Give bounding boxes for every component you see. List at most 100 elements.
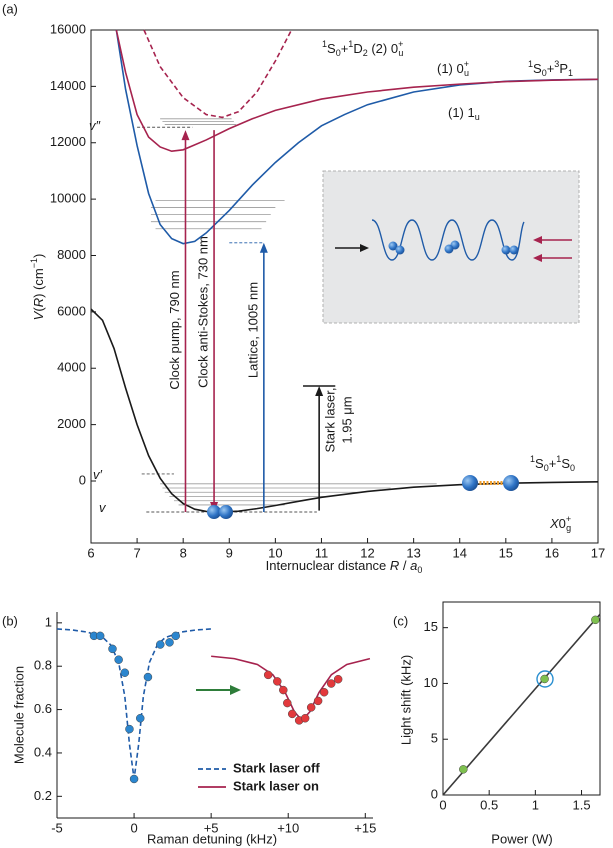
x-axis-title: Internuclear distance R / a0 [266,558,423,575]
x-tick-label: 15 [499,545,513,560]
data-point [171,631,180,641]
text-part: 0 [544,463,549,473]
x-tick-label: 10 [268,545,282,560]
curve [143,29,293,119]
text-part: 0 [570,463,575,473]
text-part: D [353,41,362,56]
text-part: S [533,61,542,76]
text-part: g [566,523,571,533]
text-part: + [547,61,555,76]
y-tick-label: 10000 [50,191,86,206]
atom [501,245,511,255]
data-point [129,774,139,784]
atom [207,505,221,519]
text-part: 1 [530,454,535,464]
text-part: + [566,514,571,524]
data-point [135,714,145,723]
data-point [319,687,329,697]
text-part: a [410,558,417,573]
curve [211,655,371,722]
x-tick-label: 9 [226,545,233,560]
legend-label: Stark laser on [233,778,319,793]
plot-frame [90,29,599,544]
text-part: ) (cm [31,268,46,298]
y-axis-title: V(R) (cm−1) [29,254,46,321]
arrowhead [259,242,268,253]
x-tick-label: -5 [51,820,63,835]
panel-label: (a) [2,1,18,16]
legend-label: Stark laser off [233,760,320,775]
y-tick-label: 0 [431,786,438,801]
arrow-label: 1.95 μm [340,396,355,443]
data-point [313,696,323,706]
arrowhead [360,244,369,252]
arrow-label: Lattice, 1005 nm [245,282,260,378]
curve [115,29,599,153]
text-part: v′ [93,467,103,482]
shift-arrow [196,685,241,695]
annotation: v″ [89,118,101,133]
text-part: (1) 1 [448,105,475,120]
panel-label: (c) [393,613,408,628]
x-tick-label: +15 [354,820,376,835]
x-axis-title: Power (W) [491,831,552,846]
text-part: u [475,112,480,122]
atom [462,475,478,491]
annotation: v′ [93,467,103,482]
annotation: 1S0+1D2 (2) 0+ u [322,39,403,58]
text-part: Internuclear distance [266,558,390,573]
data-point [279,685,288,695]
x-tick-label: 0.5 [480,797,498,812]
y-tick-label: 16000 [50,21,86,36]
x-tick-label: 0 [439,797,446,812]
x-tick-label: 11 [315,545,329,560]
x-tick-label: 13 [406,545,420,560]
data-point [300,714,310,723]
x-tick-label: +5 [204,820,219,835]
atom [219,505,233,519]
arrowhead [230,685,241,695]
text-part: (2) 0 [368,41,398,56]
atom [395,245,405,255]
text-part: v″ [89,118,101,133]
x-tick-label: 1 [532,797,539,812]
text-part: 1 [568,68,573,78]
text-part: X [549,516,560,531]
x-tick-label: 0 [130,820,137,835]
text-part: 1 [556,454,561,464]
text-part: 1 [528,59,533,69]
text-part: 2 [363,48,368,58]
text-part: S [561,456,570,471]
y-tick-label: 14000 [50,78,86,93]
data-point [273,677,282,686]
text-part: (1) 0 [437,61,464,76]
data-point [95,631,105,641]
y-tick-label: 0.2 [34,788,52,803]
text-part: 3 [554,59,559,69]
text-part: S [535,456,544,471]
annotation: (1) 1u [448,105,480,122]
x-tick-label: 7 [133,545,140,560]
annotation: 1S0+3P1 [528,59,573,78]
annotation: X0+ g [549,514,571,533]
data-point [165,638,174,647]
data-point [108,644,117,654]
text-part: S [327,41,336,56]
text-part: + [398,39,403,49]
curve [56,628,212,780]
text-part: + [341,41,349,56]
text-part: 0 [417,565,422,575]
data-point [283,698,292,708]
data-point [287,709,297,719]
highlight-ring [536,670,554,688]
x-tick-label: 8 [180,545,187,560]
text-part: P [559,61,568,76]
atom [388,241,398,251]
y-tick-label: 15 [424,619,438,634]
data-point [143,672,153,682]
x-tick-label: 6 [87,545,94,560]
text-part: V [31,310,46,320]
text-part: R [390,558,399,573]
y-tick-label: 5 [431,731,438,746]
